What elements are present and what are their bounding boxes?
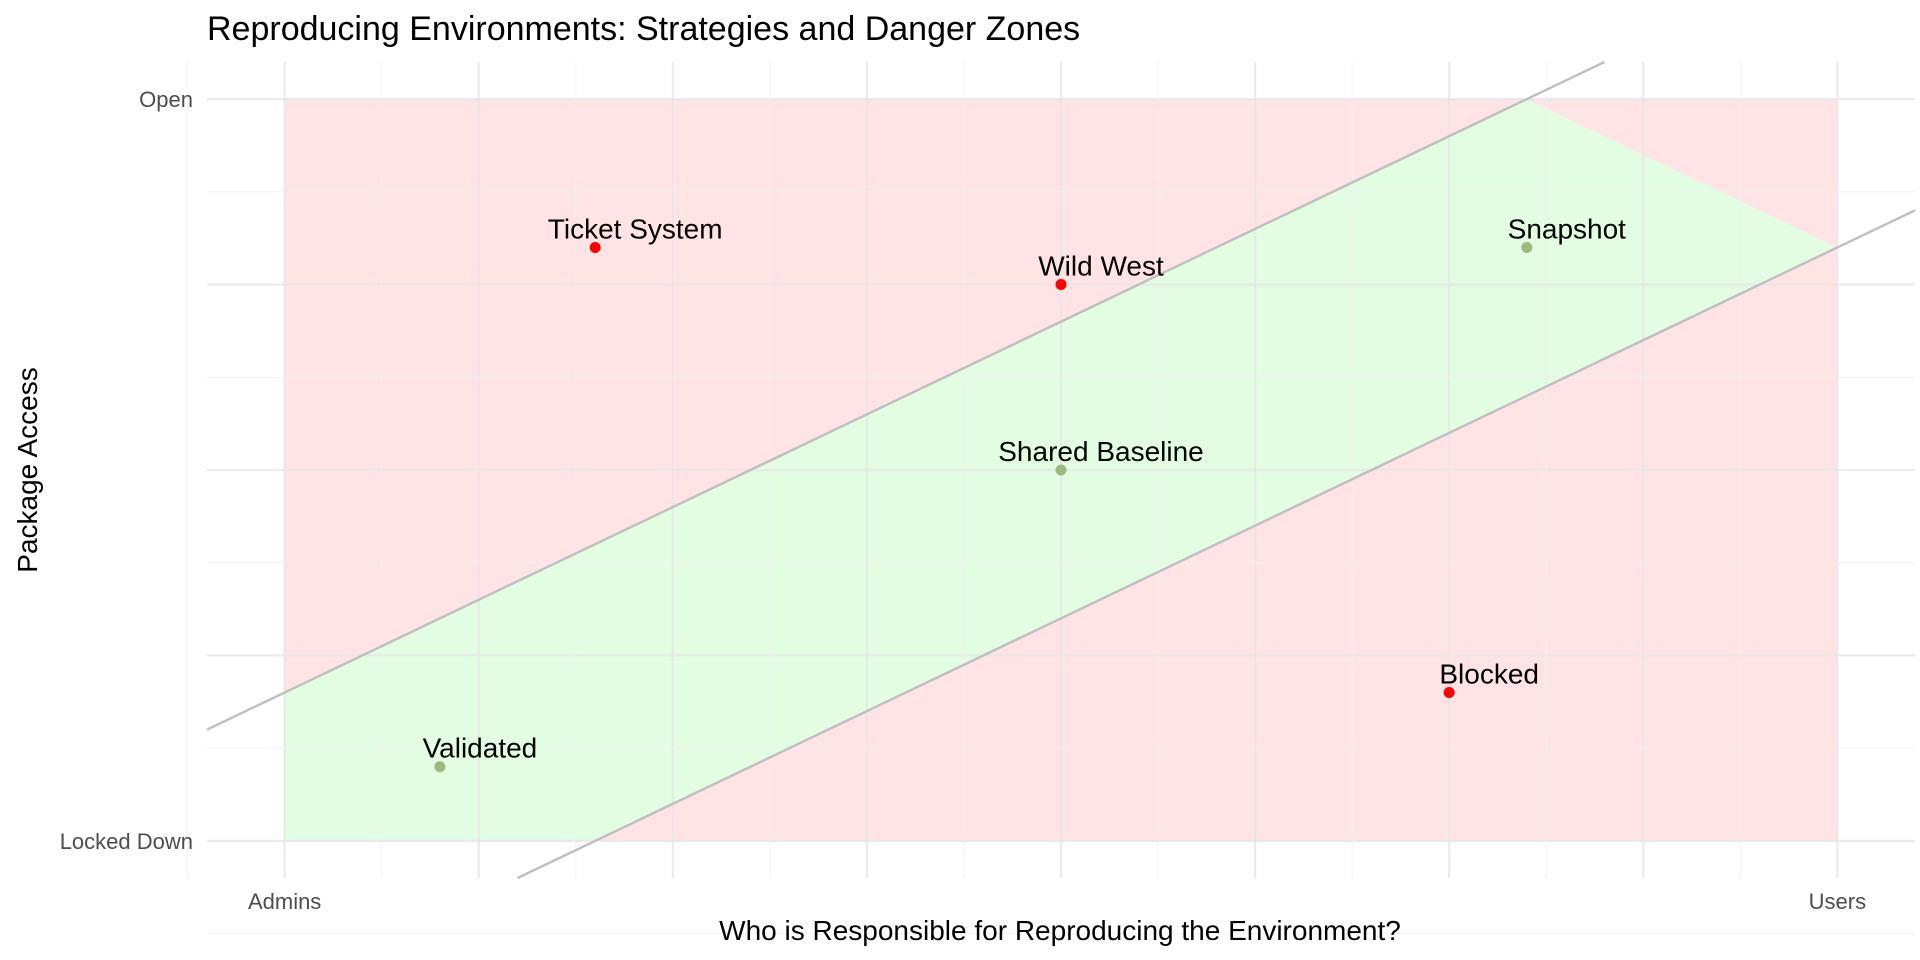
- point-validated: [434, 761, 446, 773]
- point-snapshot: [1521, 241, 1533, 253]
- point-shared-baseline: [1055, 464, 1067, 476]
- boundary-line-2: [517, 209, 1916, 880]
- point-blocked: [1443, 687, 1455, 699]
- point-wild-west: [1055, 279, 1067, 291]
- x-axis-title: Who is Responsible for Reproducing the E…: [719, 915, 1401, 946]
- point-label-shared-baseline: Shared Baseline: [998, 436, 1203, 467]
- chart-title: Reproducing Environments: Strategies and…: [207, 10, 1080, 48]
- y-tick-label: Locked Down: [60, 829, 193, 854]
- point-label-validated: Validated: [423, 733, 538, 764]
- y-tick-label: Open: [139, 87, 193, 112]
- point-label-snapshot: Snapshot: [1508, 213, 1627, 244]
- plot-area: Admins Users Locked Down Open Ticket System W…: [60, 60, 1916, 935]
- point-label-wild-west: Wild West: [1038, 251, 1164, 282]
- point-ticket-system: [589, 241, 601, 253]
- point-label-ticket-system: Ticket System: [548, 213, 723, 244]
- point-label-blocked: Blocked: [1439, 659, 1539, 690]
- x-tick-label: Users: [1809, 889, 1866, 914]
- y-axis-title: Package Access: [12, 367, 43, 572]
- boundary-line-1: [206, 60, 1605, 731]
- x-tick-label: Admins: [248, 889, 321, 914]
